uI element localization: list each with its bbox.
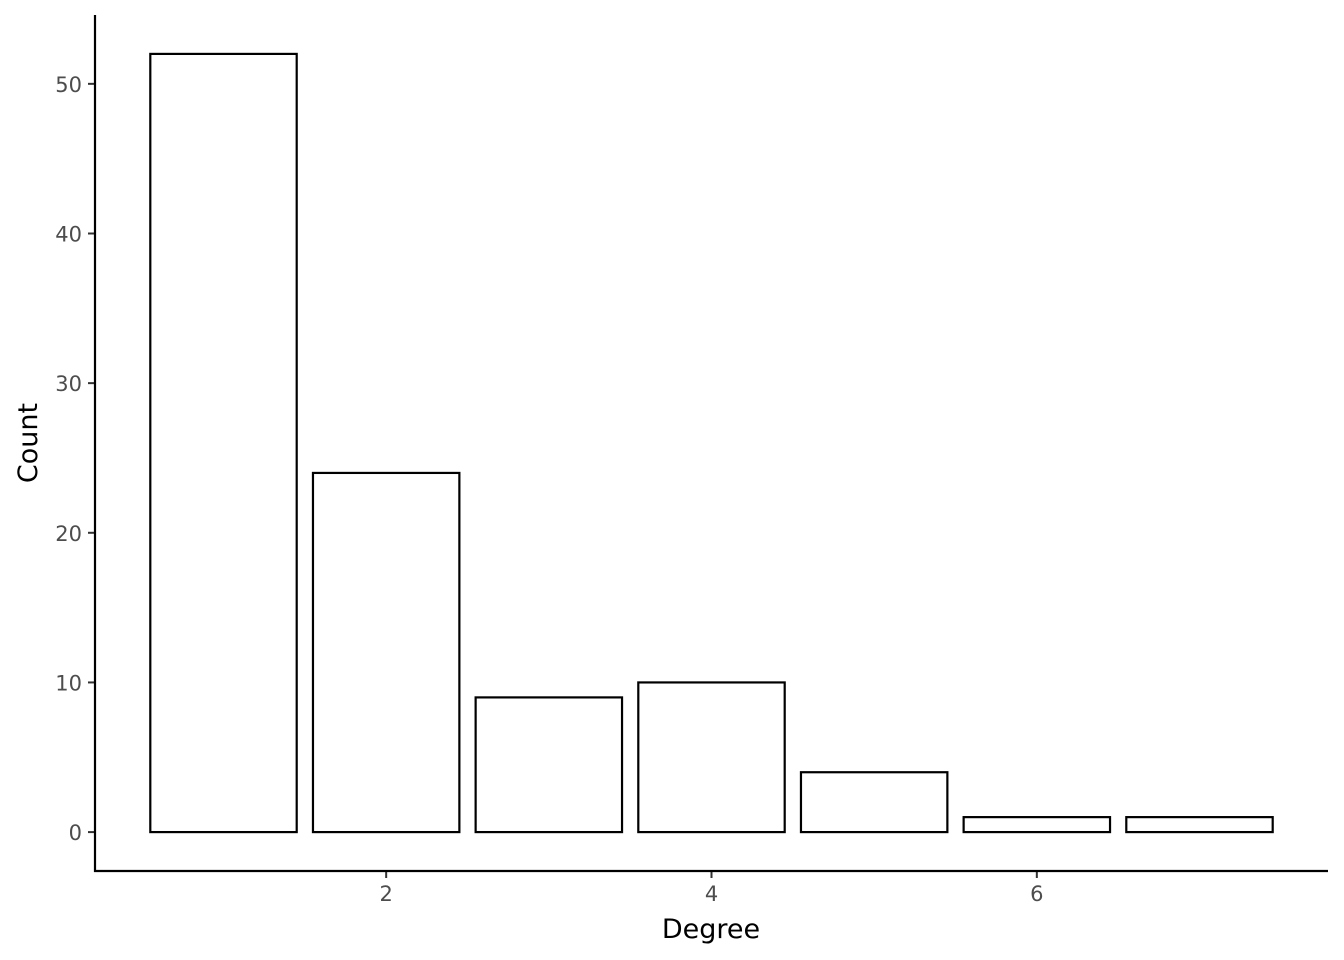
bar	[1125, 816, 1274, 834]
y-tick-label: 10	[55, 671, 82, 695]
y-axis-title: Count	[13, 403, 44, 483]
y-tick-label: 40	[55, 222, 82, 246]
bar	[149, 52, 298, 834]
x-axis-title: Degree	[662, 914, 760, 945]
bar	[311, 471, 461, 834]
bar	[962, 816, 1112, 834]
bar	[799, 771, 949, 834]
y-tick-label: 20	[55, 522, 82, 546]
x-tick-label: 6	[1030, 882, 1043, 906]
bar	[637, 681, 786, 834]
y-tick-label: 0	[69, 821, 82, 845]
y-tick-label: 50	[55, 73, 82, 97]
bar	[474, 696, 624, 834]
x-tick-label: 4	[705, 882, 718, 906]
y-tick-label: 30	[55, 372, 82, 396]
x-tick-label: 2	[379, 882, 392, 906]
